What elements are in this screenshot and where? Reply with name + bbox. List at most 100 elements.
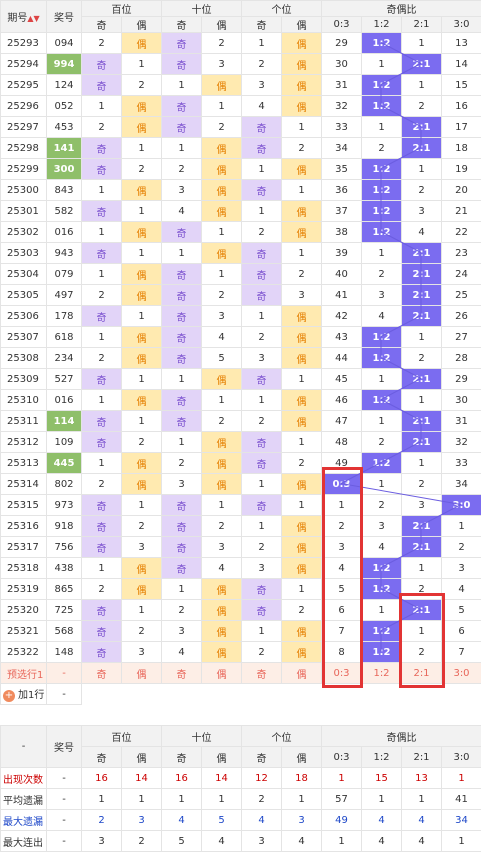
- table-row: 25302 016 1 偶奇 1 2 偶 38 1:2 4 22: [0, 221, 481, 243]
- even-cell: 偶: [121, 263, 162, 285]
- ratio-cell: 1: [401, 326, 442, 348]
- even-cell: 1: [201, 221, 242, 243]
- ratio-cell: 1:2: [361, 95, 402, 117]
- stats-value: 4: [401, 830, 442, 852]
- even-cell: 5: [201, 347, 242, 369]
- even-cell: 3: [201, 53, 242, 75]
- preselect-row[interactable]: 预选行1 - 奇 偶 奇 偶 奇 偶 0:3 1:2 2:1 3:0: [0, 662, 481, 684]
- issue-cell: 25306: [0, 305, 47, 327]
- ratio-cell: 4: [361, 536, 402, 558]
- ratio-cell: 2: [401, 95, 442, 117]
- ratio-cell: 2: [321, 515, 362, 537]
- stats-value: 41: [441, 788, 481, 810]
- even-cell: 2: [281, 263, 322, 285]
- odd-cell: 2: [241, 410, 282, 432]
- issue-header-label: 期号: [7, 13, 28, 24]
- ratio-cell: 32: [441, 431, 481, 453]
- odd-subheader: 奇: [241, 16, 282, 33]
- preselect-cell[interactable]: 偶: [201, 662, 242, 684]
- odd-cell: 奇: [81, 242, 122, 264]
- sort-icon[interactable]: ▲▼: [27, 14, 40, 23]
- preselect-cell[interactable]: 1:2: [361, 662, 402, 684]
- ratio-cell: 6: [441, 620, 481, 642]
- table-row: 25311 114 奇 1 奇 2 2 偶 47 1 2:1 31: [0, 410, 481, 432]
- odd-cell: 2: [241, 641, 282, 663]
- preselect-cell[interactable]: 奇: [161, 662, 202, 684]
- ratio-cell: 15: [441, 74, 481, 96]
- stats-ratio: 0:3: [321, 746, 362, 768]
- even-cell: 偶: [201, 578, 242, 600]
- odd-cell: 2: [81, 32, 122, 54]
- stats-even: 偶: [121, 746, 162, 768]
- issue-cell: 25312: [0, 431, 47, 453]
- stats-label: 最大遗漏: [0, 809, 47, 831]
- ratio-cell: 3: [361, 284, 402, 306]
- odd-cell: 奇: [81, 137, 122, 159]
- issue-cell: 25311: [0, 410, 47, 432]
- even-cell: 3: [121, 536, 162, 558]
- prize-cell: 178: [46, 305, 82, 327]
- odd-cell: 奇: [81, 53, 122, 75]
- even-cell: 偶: [121, 32, 162, 54]
- preselect-cell[interactable]: 奇: [241, 662, 282, 684]
- ratio-cell: 27: [441, 326, 481, 348]
- stats-dash: -: [46, 788, 82, 810]
- even-cell: 3: [281, 284, 322, 306]
- even-cell: 偶: [281, 32, 322, 54]
- prize-cell: 445: [46, 452, 82, 474]
- stats-row: 最大遗漏 -2 3 4 5 4 3 49 4 4 34: [0, 809, 481, 831]
- table-row: 25293 094 2 偶奇 2 1 偶 29 1:2 1 13: [0, 32, 481, 54]
- stats-value: 16: [81, 767, 122, 789]
- preselect-cell[interactable]: 偶: [121, 662, 162, 684]
- odd-cell: 奇: [81, 431, 122, 453]
- preselect-cell[interactable]: 奇: [81, 662, 122, 684]
- ratio-cell: 43: [321, 326, 362, 348]
- preselect-cell[interactable]: 0:3: [321, 662, 362, 684]
- ratio-cell: 2: [401, 473, 442, 495]
- stats-value: 57: [321, 788, 362, 810]
- trend-table: 期号▲▼ 奖号 百位 十位 个位 奇偶比 奇 偶 奇 偶 奇 偶 0:3 1:2…: [0, 0, 481, 705]
- ratio-cell: 1: [361, 116, 402, 138]
- preselect-cell[interactable]: 偶: [281, 662, 322, 684]
- ratio-cell: 1: [321, 494, 362, 516]
- stats-value: 4: [161, 809, 202, 831]
- odd-cell: 1: [241, 473, 282, 495]
- stats-value: 18: [281, 767, 322, 789]
- add-row-button[interactable]: + 加1行: [0, 683, 47, 705]
- ratio-cell: 1:2: [361, 389, 402, 411]
- prize-cell: 568: [46, 620, 82, 642]
- even-cell: 3: [201, 536, 242, 558]
- add-row-label: 加1行: [18, 690, 45, 701]
- group-hundreds-header: 百位: [81, 0, 162, 17]
- odd-cell: 2: [241, 536, 282, 558]
- stats-value: 1: [441, 767, 481, 789]
- even-cell: 偶: [201, 452, 242, 474]
- stats-value: 2: [241, 788, 282, 810]
- stats-value: 5: [201, 809, 242, 831]
- ratio-cell: 4: [441, 578, 481, 600]
- even-cell: 1: [121, 242, 162, 264]
- plus-icon: +: [3, 690, 15, 702]
- ratio-cell: 2: [361, 263, 402, 285]
- odd-cell: 奇: [241, 179, 282, 201]
- table-row: 25303 943 奇 1 1 偶奇 1 39 1 2:1 23: [0, 242, 481, 264]
- even-cell: 偶: [121, 179, 162, 201]
- ratio-cell: 2:1: [401, 431, 442, 453]
- prize-header: 奖号: [46, 0, 82, 33]
- preselect-cell[interactable]: 3:0: [441, 662, 481, 684]
- issue-cell: 25299: [0, 158, 47, 180]
- ratio-cell: 33: [441, 452, 481, 474]
- ratio-cell: 30: [321, 53, 362, 75]
- odd-cell: 1: [241, 305, 282, 327]
- odd-cell: 1: [161, 368, 202, 390]
- table-row: 25299 300 奇 2 2 偶 1 偶 35 1:2 1 19: [0, 158, 481, 180]
- issue-header[interactable]: 期号▲▼: [0, 0, 47, 33]
- issue-cell: 25301: [0, 200, 47, 222]
- even-cell: 偶: [121, 221, 162, 243]
- issue-cell: 25298: [0, 137, 47, 159]
- preselect-cell[interactable]: 2:1: [401, 662, 442, 684]
- ratio-cell: 35: [321, 158, 362, 180]
- stats-value: 4: [361, 830, 402, 852]
- prize-cell: 114: [46, 410, 82, 432]
- table-row: 25313 445 1 偶 2 偶奇 2 49 1:2 1 33: [0, 452, 481, 474]
